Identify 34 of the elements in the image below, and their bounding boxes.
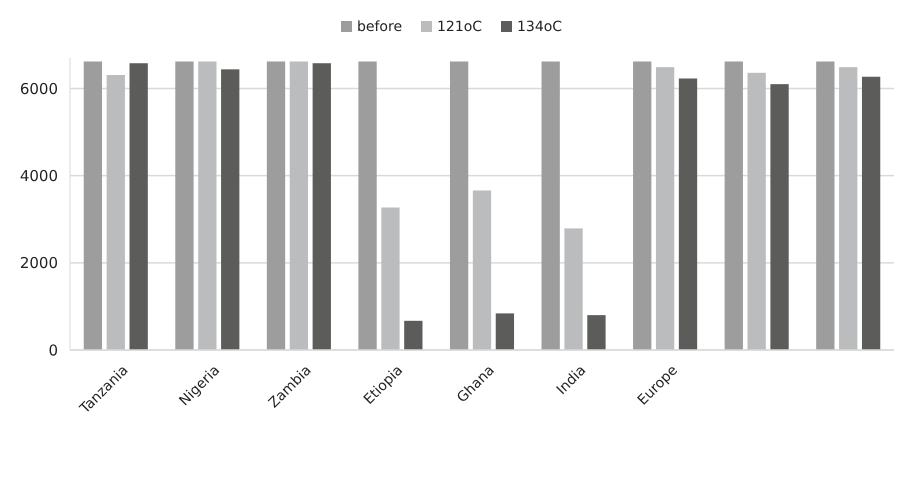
legend-label: 134oC [517,18,562,35]
legend-label: 121oC [437,18,482,35]
bar [312,63,331,350]
bar [106,74,125,350]
y-tick-label: 4000 [20,166,58,185]
y-tick-label: 6000 [20,80,58,98]
bar [266,61,286,350]
bar [839,67,858,350]
bar [656,67,674,350]
bar [542,61,560,350]
legend-label: before [357,18,402,35]
bar [450,61,468,350]
bar [290,61,308,350]
bar [175,61,194,350]
bar [678,78,698,350]
bar [472,190,492,350]
y-tick-label: 0 [48,341,58,360]
bar [496,313,514,350]
bar [633,61,652,350]
bar [862,76,880,350]
bar [130,63,148,350]
bar [748,72,766,350]
bar [587,315,606,350]
bar [564,228,583,350]
bar [770,84,789,350]
bar [816,61,834,350]
bar [84,61,102,350]
bar [724,61,743,350]
bar [404,320,422,350]
bar [381,207,400,350]
bar [358,61,377,350]
bar [198,61,216,350]
y-tick-label: 2000 [20,254,58,272]
bar [221,69,240,350]
